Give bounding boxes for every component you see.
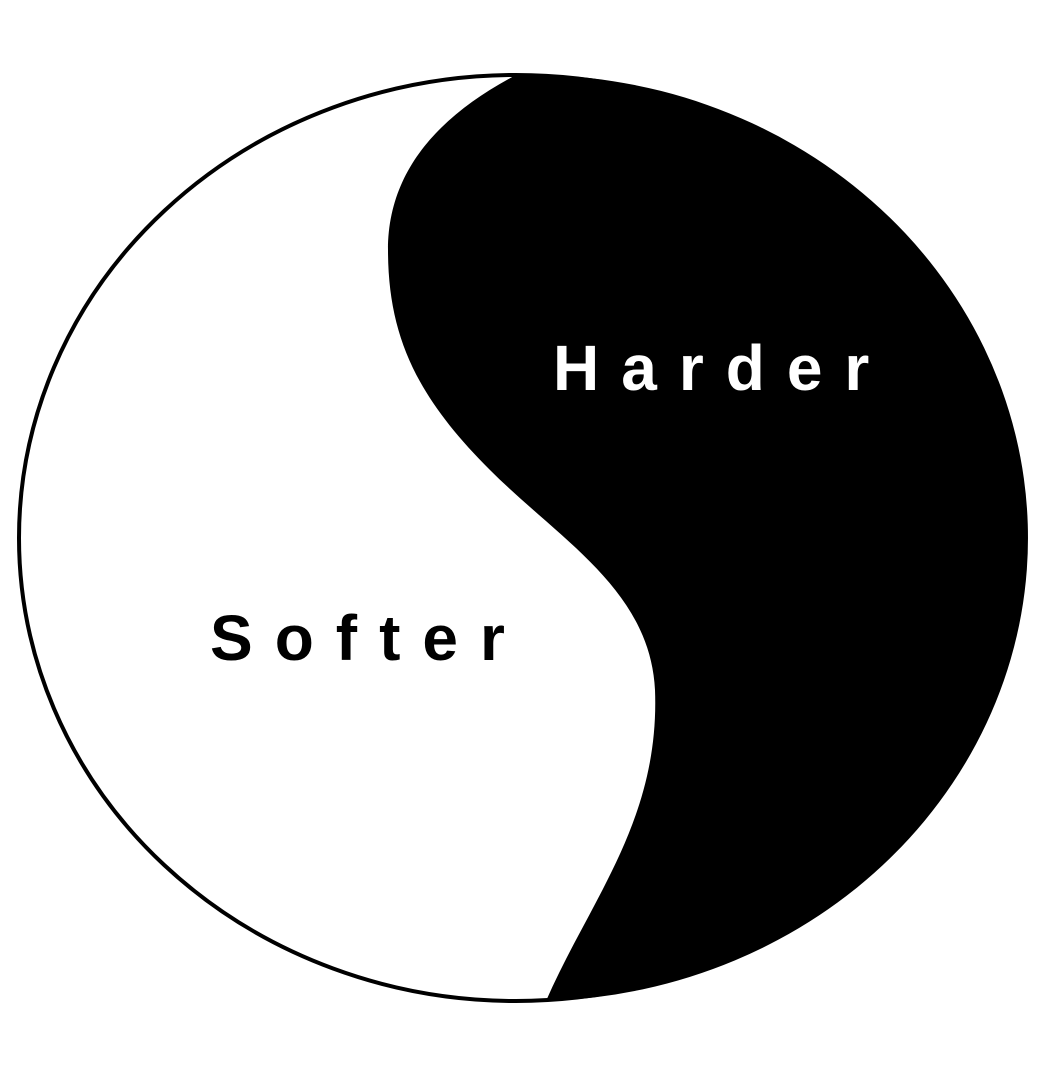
- softer-label: Softer: [210, 602, 527, 674]
- circle-outline: [17, 73, 1015, 1003]
- harder-half: [388, 74, 1028, 1001]
- harder-label: Harder: [553, 332, 891, 404]
